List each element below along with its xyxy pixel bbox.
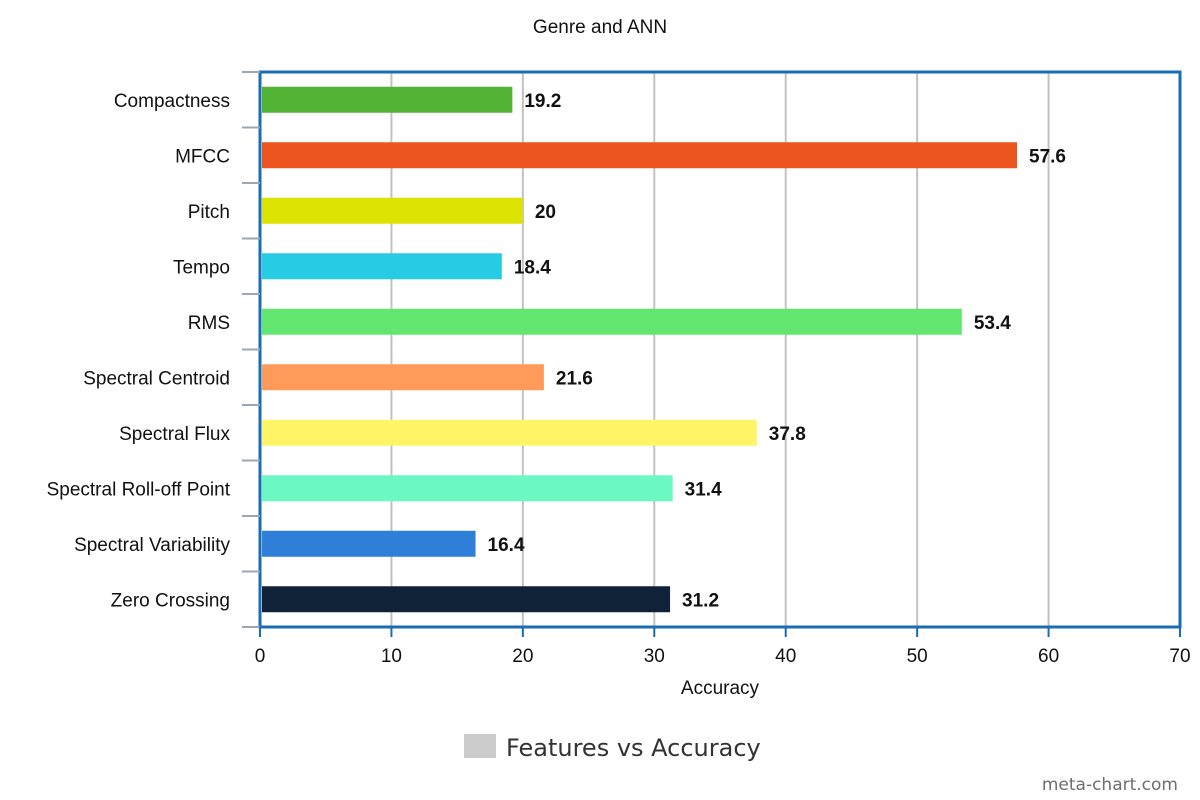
watermark: meta-chart.com xyxy=(1042,775,1178,795)
legend: Features vs Accuracy xyxy=(464,734,761,762)
x-tick-label: 50 xyxy=(907,646,928,667)
x-tick-label: 60 xyxy=(1038,646,1059,667)
bar xyxy=(262,419,757,446)
data-label: 31.4 xyxy=(685,479,722,500)
chart-title: Genre and ANN xyxy=(533,17,667,38)
category-label: Spectral Flux xyxy=(119,424,230,445)
data-label: 20 xyxy=(535,202,556,223)
x-tick-label: 30 xyxy=(644,646,665,667)
legend-swatch xyxy=(464,734,496,758)
x-tick-label: 70 xyxy=(1169,646,1190,667)
data-label: 53.4 xyxy=(974,313,1011,334)
bar xyxy=(262,475,673,502)
category-label: Zero Crossing xyxy=(111,590,230,611)
category-label: Pitch xyxy=(188,202,230,223)
category-label: RMS xyxy=(188,313,230,334)
labels: 19.2 Compactness 57.6 MFCC 20 Pitch 18.4 Tempo 5… xyxy=(47,91,1191,667)
category-label: Compactness xyxy=(114,91,230,112)
x-tick-label: 0 xyxy=(255,646,266,667)
bar xyxy=(262,364,544,391)
x-tick-label: 40 xyxy=(775,646,796,667)
bars xyxy=(262,86,1018,613)
data-label: 19.2 xyxy=(524,91,561,112)
data-label: 57.6 xyxy=(1029,146,1066,167)
data-label: 18.4 xyxy=(514,257,551,278)
category-label: Spectral Roll-off Point xyxy=(47,479,231,500)
data-label: 37.8 xyxy=(769,424,806,445)
bar xyxy=(262,530,476,557)
legend-label: Features vs Accuracy xyxy=(506,734,761,762)
bar xyxy=(262,308,962,335)
category-label: MFCC xyxy=(175,146,230,167)
data-label: 21.6 xyxy=(556,368,593,389)
x-tick-label: 10 xyxy=(381,646,402,667)
x-tick-label: 20 xyxy=(512,646,533,667)
x-axis-title: Accuracy xyxy=(681,678,760,699)
bar xyxy=(262,142,1018,169)
bar xyxy=(262,86,513,113)
category-label: Spectral Centroid xyxy=(83,368,230,389)
bar xyxy=(262,586,671,613)
data-label: 16.4 xyxy=(488,535,525,556)
bar xyxy=(262,253,502,280)
axes xyxy=(242,71,1181,637)
data-label: 31.2 xyxy=(682,590,719,611)
category-label: Spectral Variability xyxy=(74,535,230,556)
category-label: Tempo xyxy=(173,257,230,278)
bar xyxy=(262,197,523,224)
